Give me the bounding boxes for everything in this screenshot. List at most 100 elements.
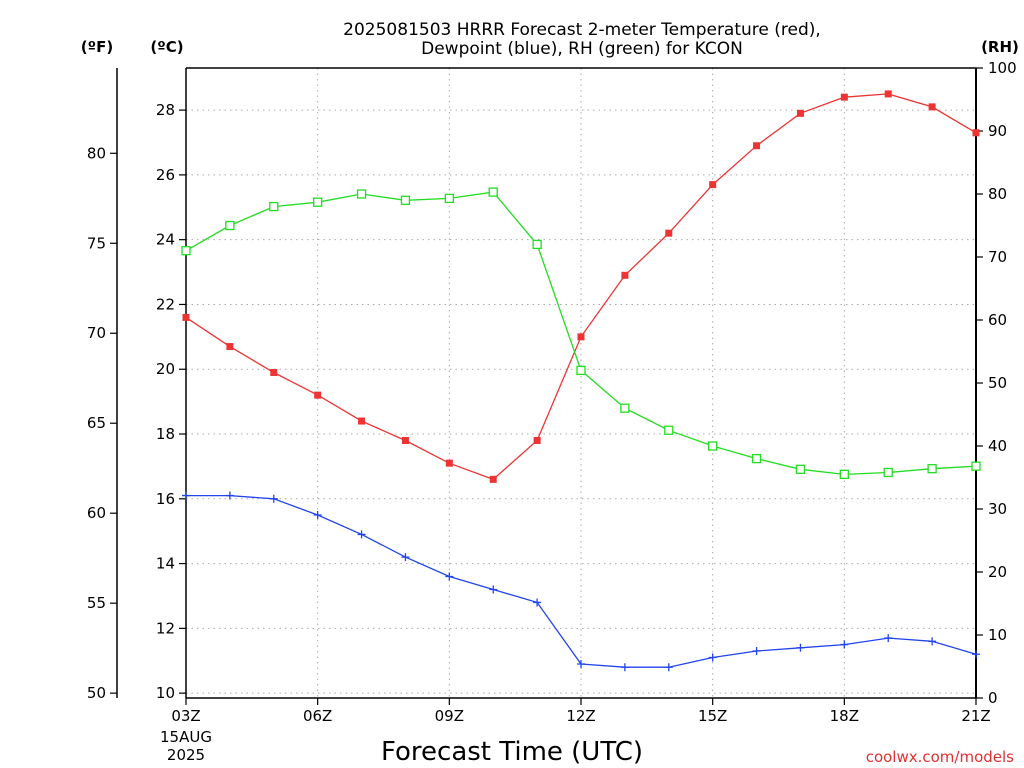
watermark: coolwx.com/models [866,748,1014,766]
temperature-point [884,90,892,98]
fahrenheit-tick-label: 80 [87,144,106,162]
dewpoint-point [225,491,234,500]
dewpoint-point [533,598,542,607]
dewpoint-point [445,572,454,581]
rh-tick-label: 60 [988,311,1007,329]
x-tick-label: 18Z [830,707,859,725]
celsius-tick-label: 24 [156,231,175,249]
temperature-point [796,109,804,117]
dewpoint-point [796,643,805,652]
dewpoint-point [664,663,673,672]
dewpoint-point [972,650,980,659]
rh-tick-label: 0 [988,689,998,707]
fahrenheit-tick-label: 65 [87,414,106,432]
rh-point [708,441,718,451]
temperature-point [621,271,629,279]
rh-point [488,187,498,197]
rh-point [400,195,411,205]
rh-point [664,425,674,435]
x-tick-label: 06Z [303,707,332,725]
celsius-axis-unit: (ºC) [150,38,183,56]
rh-point [225,220,235,231]
rh-tick-label: 20 [988,563,1007,581]
rh-tick-label: 50 [988,374,1007,392]
x-axis-year-label: 2025 [167,746,205,764]
temperature-point [709,181,717,189]
temperature-point [226,343,234,351]
x-axis-title: Forecast Time (UTC) [381,737,643,767]
chart-title-line-2: Dewpoint (blue), RH (green) for KCON [421,39,743,59]
rh-point [795,464,806,474]
rh-point [839,469,849,480]
rh-tick-label: 10 [988,626,1007,644]
dewpoint-point [489,585,498,594]
dewpoint-point [620,663,629,672]
x-tick-label: 03Z [171,707,200,725]
rh-point [313,197,323,207]
rh-tick-label: 70 [988,248,1007,266]
fahrenheit-tick-label: 50 [87,684,106,702]
celsius-tick-label: 22 [156,295,175,313]
temperature-point [445,459,453,467]
fahrenheit-tick-label: 55 [87,594,106,612]
fahrenheit-axis-unit: (ºF) [81,38,113,56]
celsius-tick-label: 20 [156,360,175,378]
rh-point [181,246,191,256]
temperature-point [972,129,980,137]
rh-point [971,461,981,471]
dewpoint-point [357,530,366,539]
dewpoint-point [884,634,893,643]
temperature-point [665,229,673,237]
temperature-point [401,436,409,444]
celsius-tick-label: 12 [156,619,175,637]
temperature-point [182,313,190,321]
rh-tick-label: 100 [988,59,1017,77]
temperature-point [840,93,848,101]
temperature-point [533,436,541,444]
celsius-tick-label: 14 [156,555,175,573]
rh-point [620,403,630,413]
celsius-tick-label: 18 [156,425,175,443]
dewpoint-point [313,510,322,519]
celsius-tick-label: 16 [156,490,175,508]
x-tick-label: 12Z [566,707,595,725]
dewpoint-point [708,653,717,662]
dewpoint-point [752,647,761,656]
dewpoint-point [840,640,849,649]
dewpoint-point [928,637,937,646]
dewpoint-point [182,491,190,500]
temperature-point [314,391,322,399]
temperature-point [928,103,936,111]
rh-point [751,453,762,464]
rh-tick-label: 40 [988,437,1007,455]
x-tick-label: 21Z [961,707,990,725]
rh-point [269,201,279,212]
dewpoint-point [269,494,278,503]
rh-tick-label: 80 [988,185,1007,203]
rh-axis-unit: (RH) [981,38,1019,56]
rh-tick-label: 30 [988,500,1007,518]
temperature-point [753,142,761,150]
axes: 10 12 14 16 18 20 22 24 26 28 50 55 60 65 70 75 80 0 10 20 3… [87,59,1017,725]
x-tick-label: 15Z [698,707,727,725]
temperature-point [577,333,585,341]
fahrenheit-tick-label: 75 [87,234,106,252]
dewpoint-point [577,659,585,668]
grid-lines [186,68,976,698]
rh-point [927,464,937,474]
celsius-tick-label: 10 [156,684,175,702]
rh-point [883,467,893,478]
fahrenheit-tick-label: 70 [87,324,106,342]
rh-point [576,365,586,376]
dewpoint-point [401,553,410,562]
fahrenheit-tick-label: 60 [87,504,106,522]
celsius-tick-label: 26 [156,166,175,184]
x-tick-label: 09Z [435,707,464,725]
rh-point [532,239,542,250]
chart-title-line-1: 2025081503 HRRR Forecast 2-meter Tempera… [343,20,821,40]
celsius-tick-label: 28 [156,101,175,119]
x-axis-date-label: 15AUG [160,728,212,746]
rh-point [356,189,367,199]
temperature-point [270,368,278,376]
